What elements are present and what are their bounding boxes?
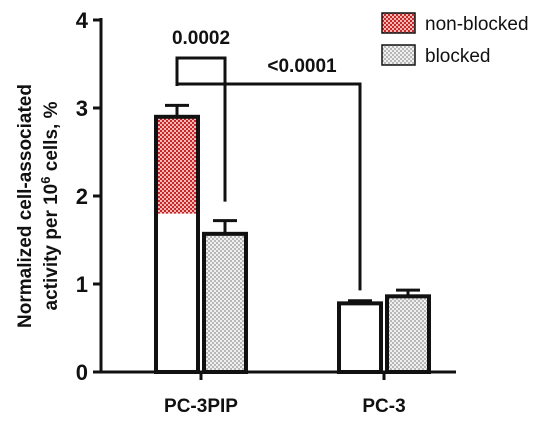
y-tick-label-4: 4	[76, 8, 89, 33]
y-tick-label-3: 3	[76, 96, 88, 121]
legend-label-non-blocked: non-blocked	[425, 14, 529, 35]
bar-blocked-0	[202, 231, 248, 374]
y-axis-label-line2-prefix: activity per 10	[41, 184, 62, 311]
significance-annotations: 0.0002 <0.0001	[172, 28, 362, 291]
y-axis-label-line2-superscript: 6	[38, 177, 53, 184]
bar-non-blocked-1-fill	[339, 303, 381, 372]
y-axis-label-line1: Normalized cell-associated	[15, 84, 36, 328]
legend-swatch-non-blocked	[381, 12, 416, 34]
legend-label-blocked: blocked	[425, 46, 491, 67]
y-axis-label: Normalized cell-associated activity per …	[15, 84, 62, 328]
y-tick-label-1: 1	[76, 272, 88, 297]
bar-non-blocked-0-overlay	[156, 116, 198, 214]
bars-group	[154, 103, 431, 375]
x-tick-label-0: PC-3PIP	[164, 396, 238, 417]
p-value-label-cross-cell: <0.0001	[267, 56, 337, 77]
bar-non-blocked-0	[154, 114, 200, 374]
bar-blocked-1-fill	[387, 296, 429, 372]
y-tick-label-0: 0	[76, 360, 88, 385]
bracket-pc3pip-comparison	[175, 56, 227, 202]
x-tick-label-1: PC-3	[362, 396, 405, 417]
bar-blocked-0-fill	[204, 233, 246, 372]
y-axis-label-line2-suffix: cells, %	[41, 101, 62, 176]
legend: non-blocked blocked	[381, 12, 529, 67]
y-tick-label-2: 2	[76, 184, 88, 209]
y-axis-label-line2: activity per 106 cells, %	[38, 101, 62, 310]
p-value-label-pc3pip: 0.0002	[172, 28, 230, 49]
legend-swatch-blocked	[381, 44, 416, 66]
bar-blocked-1	[385, 294, 431, 375]
bracket-cross-cell-comparison	[175, 81, 362, 291]
bar-non-blocked-1	[337, 301, 383, 374]
